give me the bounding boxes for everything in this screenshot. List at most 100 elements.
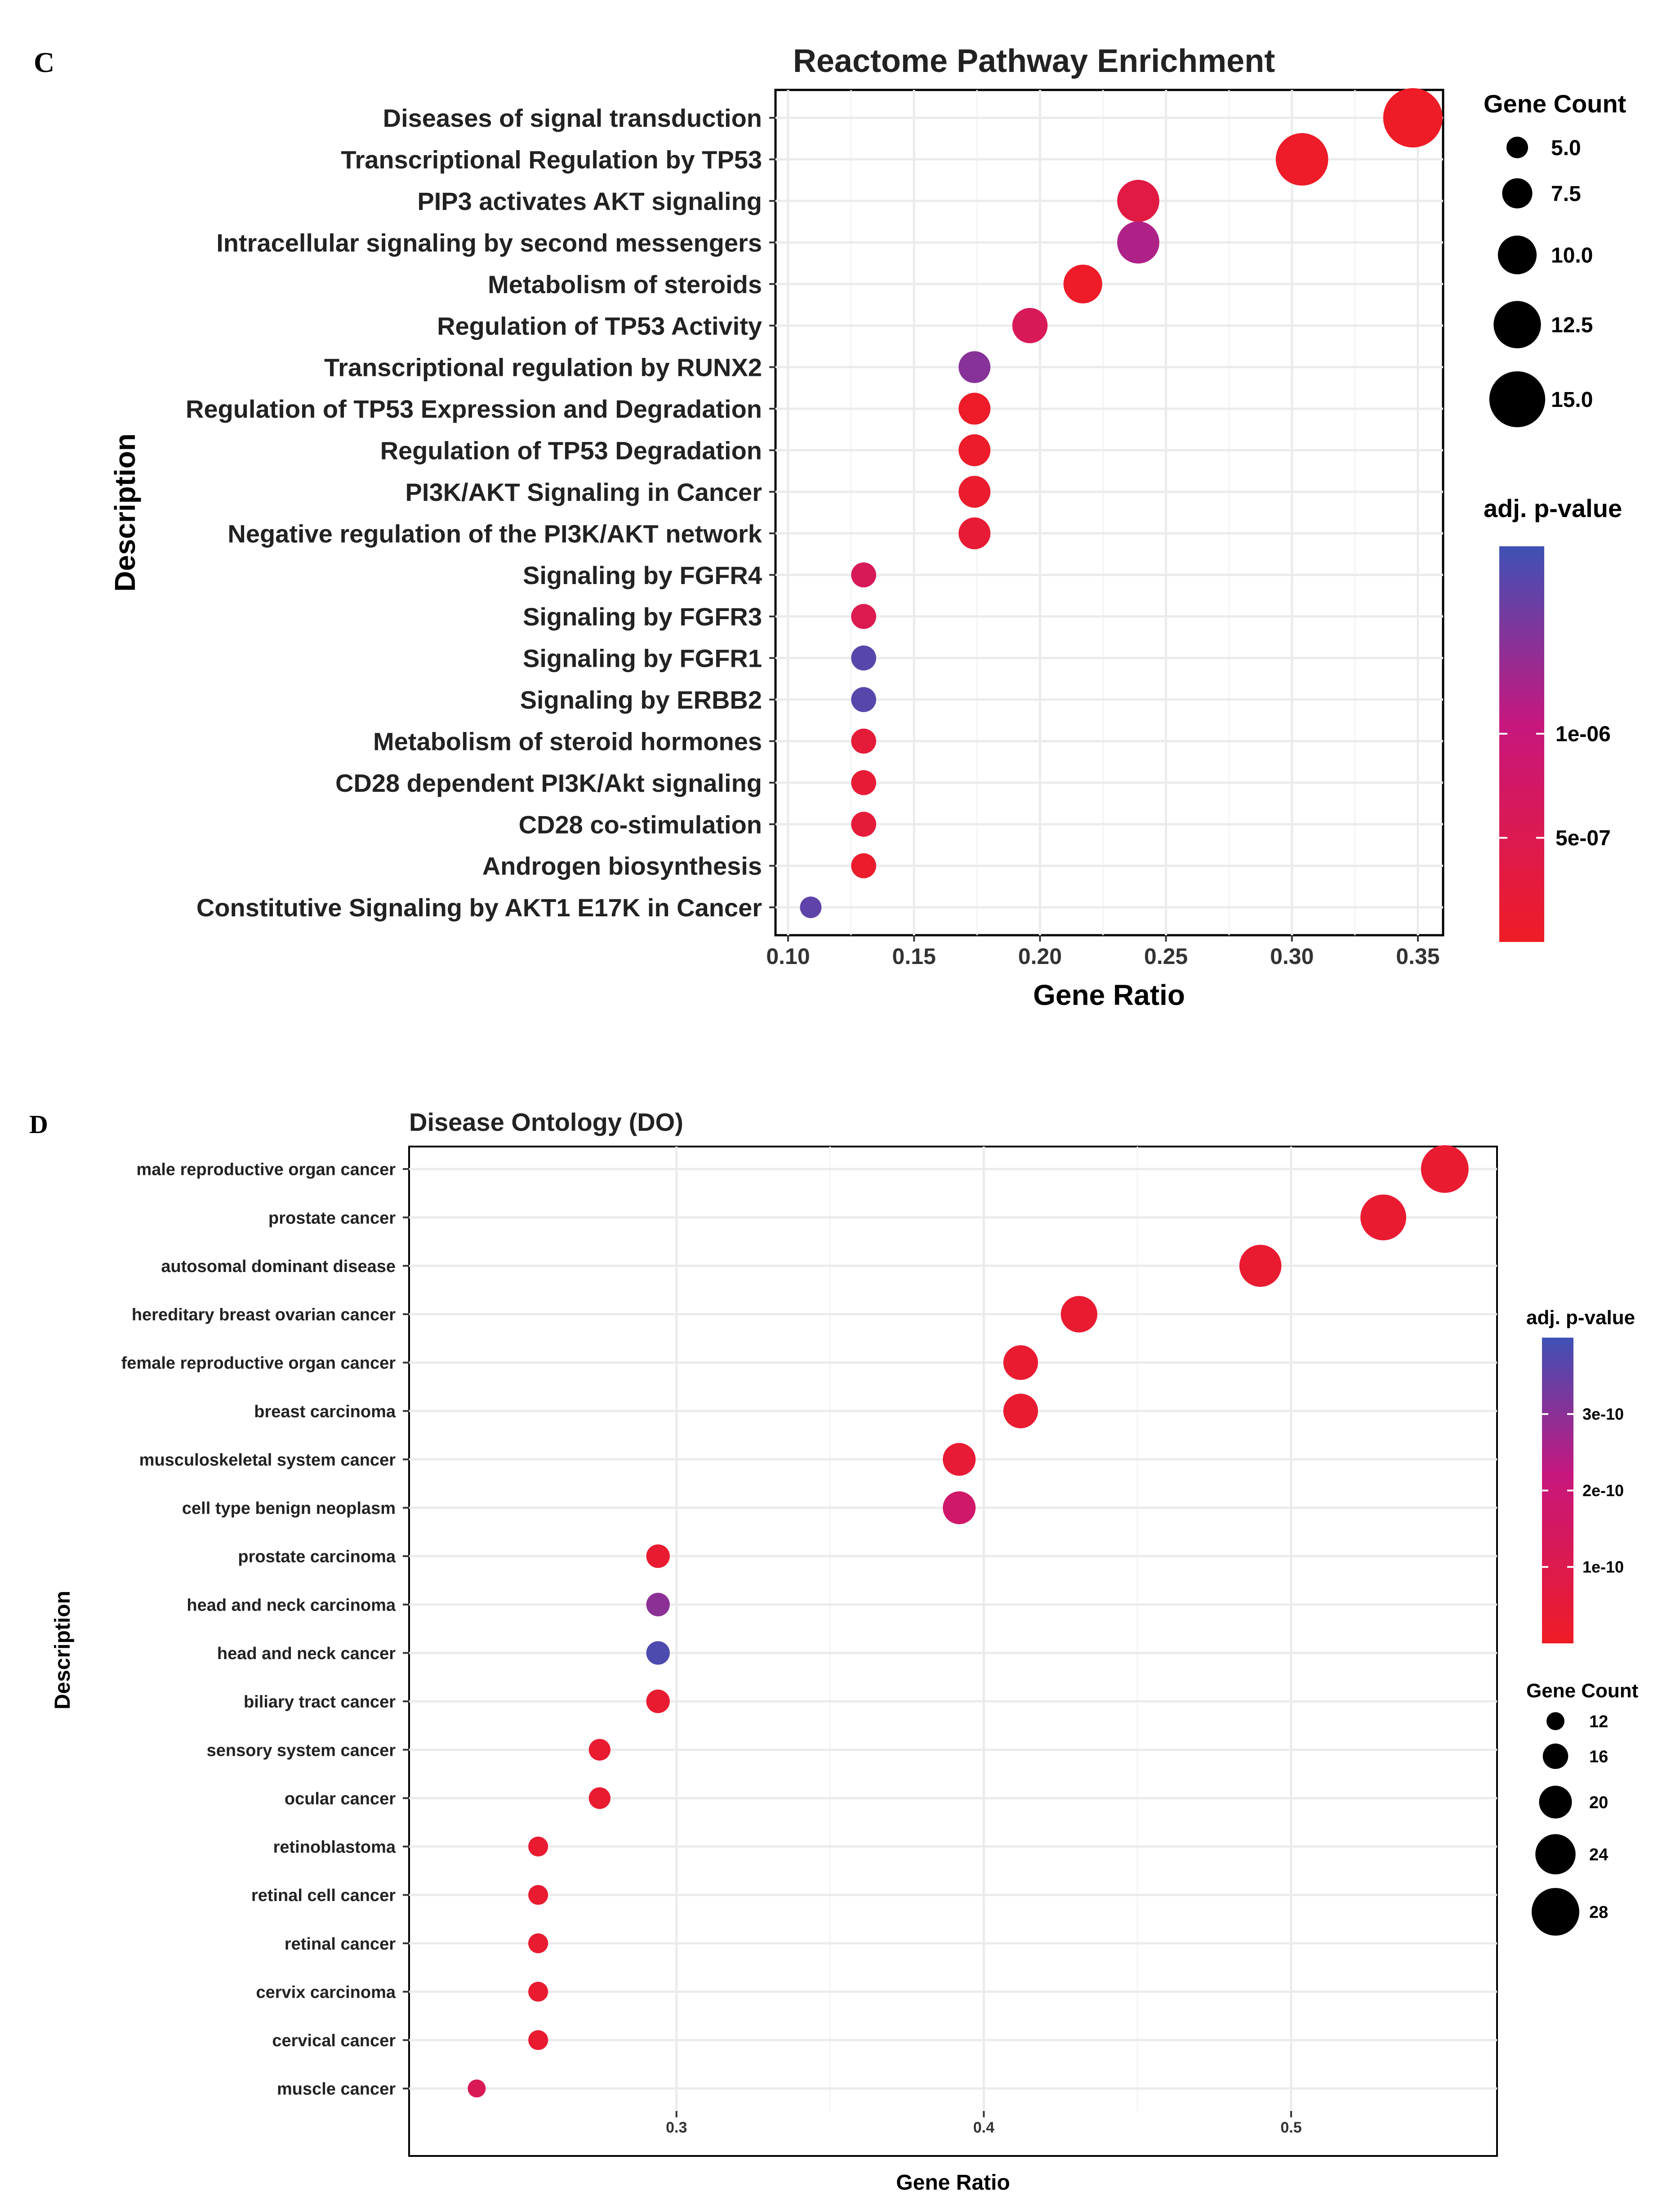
size-legend-label: 24 [1589,1845,1608,1864]
category-label: sensory system cancer [207,1741,396,1760]
data-point [1360,1194,1406,1241]
plot-frame [774,89,1444,937]
size-legend-dot [1539,1785,1572,1819]
size-legend-dot [1502,178,1533,209]
category-label: head and neck carcinoma [187,1596,396,1615]
category-label: Androgen biosynthesis [482,852,762,880]
x-tick-label: 0.10 [766,944,810,969]
size-legend-dot [1546,1712,1564,1730]
data-point [646,1593,670,1616]
category-label: Transcriptional regulation by RUNX2 [324,353,762,382]
y-axis-label: Description [109,433,141,592]
data-point [851,853,876,879]
data-point [1421,1145,1469,1193]
color-legend-title: adj. p-value [1526,1307,1635,1329]
data-point [958,517,991,549]
category-label: muscle cancer [277,2080,396,2099]
category-label: head and neck cancer [217,1644,396,1663]
size-legend-label: 12 [1589,1712,1608,1731]
category-label: CD28 dependent PI3K/Akt signaling [335,769,762,797]
data-point [646,1641,670,1665]
x-tick-labels: 0.10 0.15 0.20 0.25 0.30 0.35 [766,935,1440,969]
color-bar-label: 2e-10 [1582,1482,1624,1500]
data-point [958,434,991,466]
size-legend-dot [1493,301,1541,348]
data-point [468,2080,486,2097]
panel-letter-d: D [29,1110,48,1139]
category-label: cervical cancer [272,2031,396,2050]
category-label: Signaling by FGFR3 [523,602,762,631]
chart-title: Disease Ontology (DO) [409,1108,683,1136]
data-point [528,2030,548,2050]
category-label: Signaling by FGFR4 [523,561,762,589]
plot-area [408,1145,1498,2157]
data-point [528,1836,548,1856]
data-point [943,1443,976,1476]
category-labels: male reproductive organ cancer prostate c… [121,1160,409,2099]
category-label: PI3K/AKT Signaling in Cancer [406,478,762,506]
category-label: Constitutive Signaling by AKT1 E17K in C… [196,893,762,922]
x-tick-label: 0.15 [892,944,936,969]
data-point [1117,179,1159,222]
data-point [1063,264,1102,303]
size-legend-dot [1535,1834,1576,1874]
category-label: breast carcinoma [254,1402,396,1421]
color-bar-label: 1e-10 [1582,1558,1624,1576]
data-point [528,1933,548,1954]
category-label: female reproductive organ cancer [121,1354,396,1373]
data-point [1239,1245,1282,1287]
x-axis-label: Gene Ratio [1033,979,1185,1011]
x-tick-label: 0.25 [1144,944,1188,969]
data-point [943,1491,976,1524]
color-bar-label: 5e-07 [1555,826,1611,850]
size-legend-title: Gene Count [1526,1680,1639,1702]
size-legend: Gene Count 12 16 20 24 28 [1526,1680,1639,1936]
category-label: CD28 co-stimulation [519,810,762,839]
size-legend: Gene Count 5.0 7.5 10.0 12.5 15.0 [1484,89,1626,428]
x-tick-label: 0.20 [1018,944,1062,969]
data-point [588,1739,611,1761]
category-label: Metabolism of steroids [488,270,762,299]
category-label: biliary tract cancer [244,1693,396,1712]
size-legend-dot [1542,1743,1569,1769]
y-axis-label: Description [51,1591,75,1709]
category-label: hereditary breast ovarian cancer [132,1306,396,1325]
data-point [851,687,876,712]
color-legend-title: adj. p-value [1484,494,1622,522]
x-tick-label: 0.30 [1270,944,1314,969]
category-label: Transcriptional Regulation by TP53 [341,146,762,174]
color-bar-label: 3e-10 [1582,1405,1624,1424]
chart-title: Reactome Pathway Enrichment [793,43,1275,79]
size-legend-label: 10.0 [1551,244,1593,268]
plot-frame [408,1146,1498,2157]
color-legend: adj. p-value 1e-06 5e-07 [1484,494,1622,942]
data-point [851,562,876,588]
size-legend-label: 5.0 [1551,136,1581,160]
category-label: PIP3 activates AKT signaling [417,187,762,215]
category-label: Regulation of TP53 Degradation [380,437,762,465]
category-label: cell type benign neoplasm [182,1499,396,1518]
data-point [851,604,876,629]
data-points [468,1145,1469,2097]
size-legend-dot [1532,1888,1579,1936]
data-point [1275,133,1328,186]
data-point [1003,1345,1038,1380]
size-legend-label: 28 [1589,1903,1608,1922]
size-legend-dot [1489,371,1546,428]
data-point [851,645,876,671]
category-label: Metabolism of steroid hormones [373,727,762,755]
x-tick-label: 0.35 [1396,944,1439,969]
size-legend-label: 20 [1589,1793,1608,1812]
data-point [1012,308,1048,344]
data-point [1003,1393,1038,1428]
category-labels: Diseases of signal transduction Transcrip… [186,104,775,922]
x-tick-label: 0.4 [973,2119,994,2136]
category-label: retinoblastoma [273,1838,396,1857]
grid-lines [409,1147,1497,2111]
data-point [528,1981,548,2002]
size-legend-dot [1497,235,1537,275]
x-tick-label: 0.5 [1280,2119,1301,2136]
data-point [851,770,876,795]
size-legend-dot [1506,137,1528,158]
